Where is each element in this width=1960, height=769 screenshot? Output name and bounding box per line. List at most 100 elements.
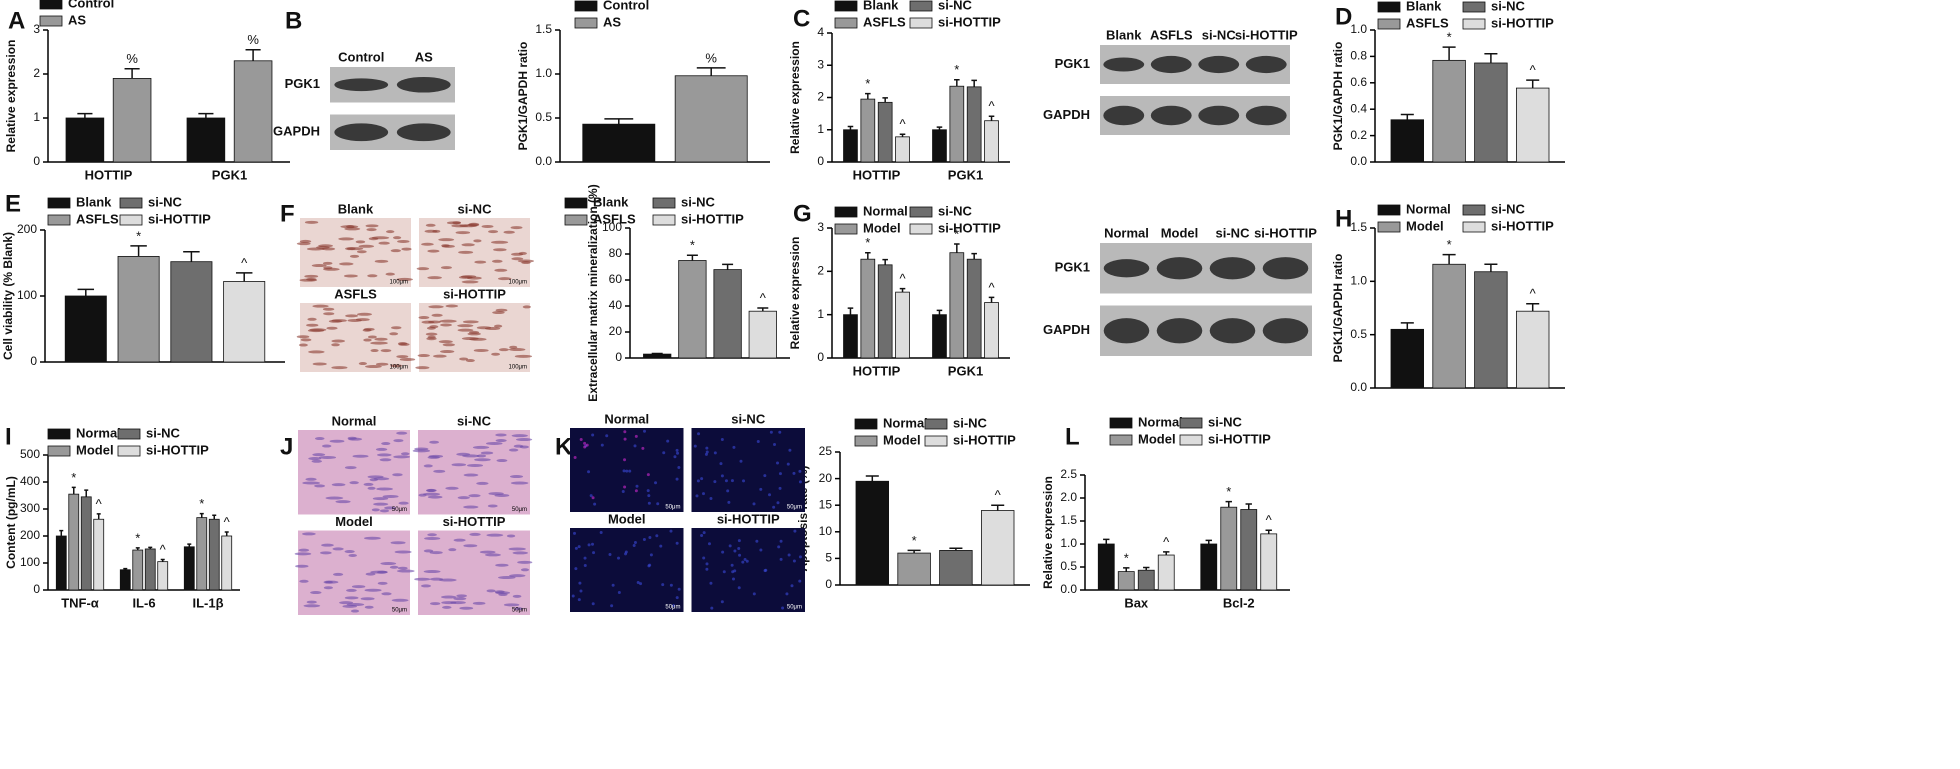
bar <box>157 561 169 591</box>
cell <box>498 576 516 580</box>
blot-band <box>1209 257 1256 280</box>
legend-swatch <box>39 0 63 10</box>
bar <box>1200 543 1218 591</box>
scale-label: 100μm <box>509 365 527 371</box>
cell <box>459 606 474 610</box>
cell <box>781 606 785 610</box>
bar <box>895 291 910 359</box>
cell <box>422 492 441 496</box>
cell <box>578 581 582 585</box>
cell <box>731 570 735 574</box>
cell <box>378 241 390 245</box>
cell <box>453 538 466 542</box>
cell <box>427 495 443 499</box>
legend-label: si-HOTTIP <box>1491 15 1554 30</box>
error-bar <box>954 79 960 87</box>
error-bar <box>1103 538 1110 544</box>
cell <box>724 479 728 483</box>
cell <box>705 562 709 566</box>
legend-swatch <box>1462 204 1486 216</box>
y-tick-label: 0.5 <box>535 110 552 124</box>
legend-label: Control <box>68 0 114 10</box>
cell <box>347 436 357 440</box>
panel-letter: A <box>8 7 25 34</box>
bar <box>1432 263 1466 389</box>
blot-band <box>1198 105 1240 126</box>
error-bar <box>899 133 906 137</box>
y-tick-label: 1.0 <box>1350 274 1367 288</box>
cell <box>433 469 446 473</box>
cell <box>312 362 327 366</box>
y-tick-label: 1 <box>33 110 40 124</box>
legend-swatch <box>909 0 933 12</box>
blot-band <box>1103 318 1150 344</box>
cell <box>697 432 701 436</box>
cell <box>589 494 593 498</box>
legend-swatch <box>47 428 71 440</box>
y-tick-label: 2 <box>817 264 824 278</box>
cell <box>349 254 360 258</box>
bar <box>1117 571 1135 591</box>
tile-label: si-HOTTIP <box>717 511 780 526</box>
y-tick-label: 200 <box>20 528 40 542</box>
bar <box>196 517 208 591</box>
legend-label: ASFLS <box>1406 15 1449 30</box>
cell <box>494 590 505 594</box>
lane-label: si-HOTTIP <box>1235 27 1298 42</box>
cell <box>467 332 481 336</box>
error-bar <box>1484 53 1498 63</box>
cell <box>355 240 366 244</box>
tile-label: si-NC <box>731 411 766 426</box>
bar <box>984 302 999 359</box>
y-tick-label: 60 <box>609 272 623 286</box>
cell <box>521 261 531 265</box>
cell <box>344 227 361 231</box>
micrograph <box>691 428 805 512</box>
cell <box>642 537 646 541</box>
cell <box>772 505 776 509</box>
cell <box>391 598 409 602</box>
cell <box>307 317 317 321</box>
cell <box>520 568 530 572</box>
legend-label: Model <box>883 432 921 447</box>
error-bar <box>199 512 204 518</box>
cell <box>423 464 433 468</box>
cell <box>376 453 392 457</box>
cell <box>485 441 503 445</box>
cell <box>308 350 325 354</box>
cell <box>427 276 442 280</box>
error-bar <box>1442 46 1456 61</box>
error-bar <box>130 245 147 257</box>
cell <box>498 593 508 597</box>
y-tick-label: 0.2 <box>1350 128 1367 142</box>
error-bar <box>991 504 1005 511</box>
error-bar <box>124 67 140 79</box>
significance-marker: ^ <box>160 542 167 557</box>
cell <box>393 455 411 459</box>
cell <box>396 277 413 281</box>
cell <box>370 341 388 345</box>
cell <box>344 550 355 554</box>
panel-letter: E <box>5 190 21 217</box>
error-bar <box>971 252 977 260</box>
legend-swatch <box>834 17 858 29</box>
cell <box>339 262 354 266</box>
cell <box>675 541 679 545</box>
bar <box>860 258 876 359</box>
cell <box>591 433 595 437</box>
bar <box>748 310 777 359</box>
cell <box>773 442 777 446</box>
scale-label: 50μm <box>787 505 802 511</box>
error-bar <box>1400 322 1414 330</box>
cell <box>439 319 457 323</box>
cell <box>332 547 344 551</box>
cell <box>463 544 478 548</box>
cell <box>755 539 759 543</box>
cell <box>573 531 577 535</box>
bar <box>984 120 999 163</box>
significance-marker: % <box>705 50 717 65</box>
cell <box>496 459 508 463</box>
cell <box>573 456 577 460</box>
cell <box>321 543 334 547</box>
cell <box>298 548 310 552</box>
